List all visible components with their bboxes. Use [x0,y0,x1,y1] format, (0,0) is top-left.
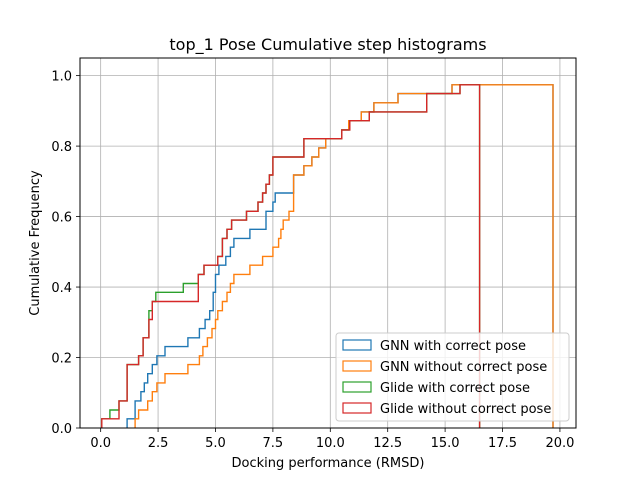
y-axis-label: Cumulative Frequency [28,170,43,316]
chart-title: top_1 Pose Cumulative step histograms [169,35,486,55]
x-tick-label: 20.0 [545,436,574,451]
legend-box [335,332,570,422]
legend-label-gnn-with-correct-pose: GNN with correct pose [380,339,526,354]
x-tick-label: 7.5 [263,436,284,451]
series-line-glide-without-correct-pose [101,84,481,428]
x-tick-label: 15.0 [431,436,460,451]
legend-swatch-gnn-with-correct-pose [342,339,372,351]
x-tick-label: 17.5 [488,436,517,451]
legend-swatch-glide-without-correct-pose [342,402,372,414]
x-tick-label: 2.5 [148,436,169,451]
x-axis: 0.0 2.5 5.0 7.5 10.0 12.5 15.0 17.5 20.0 [90,428,574,451]
plot-frame [79,57,577,429]
legend-label-glide-with-correct-pose: Glide with correct pose [380,381,530,396]
legend-label-glide-without-correct-pose: Glide without correct pose [380,402,551,417]
x-tick-label: 12.5 [373,436,402,451]
y-tick-label: 0.8 [51,140,72,155]
x-tick-label: 5.0 [205,436,226,451]
legend-label-gnn-without-correct-pose: GNN without correct pose [380,360,547,375]
y-tick-label: 0.2 [51,352,72,367]
legend-swatch-gnn-without-correct-pose [342,360,372,372]
y-tick-label: 0.0 [51,422,72,437]
y-tick-label: 0.4 [51,281,72,296]
legend-swatch-glide-with-correct-pose [342,381,372,393]
y-axis: 0.0 0.2 0.4 0.6 0.8 1.0 [51,70,80,437]
x-tick-label: 0.0 [90,436,111,451]
x-axis-label: Docking performance (RMSD) [232,456,425,471]
legend: GNN with correct pose GNN without correct… [335,332,570,422]
y-tick-label: 1.0 [51,70,72,85]
y-tick-label: 0.6 [51,211,72,226]
series-group [101,84,554,428]
x-tick-label: 10.0 [316,436,345,451]
